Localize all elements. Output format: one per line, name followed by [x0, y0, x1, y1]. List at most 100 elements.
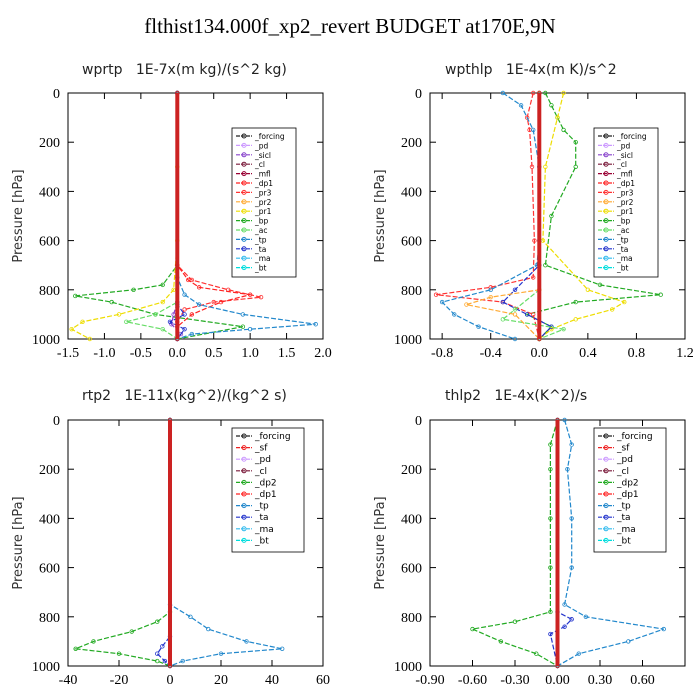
legend-marker [241, 236, 247, 242]
series-point [155, 651, 160, 656]
x-tick-label: 0 [167, 673, 174, 688]
y-tick-label: 1000 [394, 660, 422, 675]
x-tick-label: -20 [110, 673, 129, 688]
x-tick-label: 60 [316, 673, 330, 688]
series-point [573, 299, 578, 305]
series-point [180, 658, 185, 664]
series-line-dp2 [73, 420, 171, 667]
series-point [661, 626, 666, 632]
series-point [247, 326, 253, 332]
chart-panel-3: 0 200 400 600 800 1000-0.90 -0.60 -0.30 0.00 0.30… [373, 414, 686, 688]
legend-marker [241, 171, 247, 177]
y-tick-label: 600 [39, 235, 60, 250]
legend-marker [603, 265, 609, 271]
legend-entry: _mfl [616, 170, 633, 179]
legend-entry: _pr3 [254, 188, 272, 197]
x-tick-label: 0.0 [531, 346, 549, 361]
y-tick-label: 200 [39, 136, 60, 151]
legend-marker [603, 161, 609, 167]
series-point [562, 417, 567, 423]
legend-entry: _cl [616, 160, 627, 169]
legend-entry: _pr2 [616, 198, 634, 207]
legend-marker [603, 189, 609, 195]
series-point [512, 287, 518, 292]
legend-marker [241, 456, 247, 462]
legend-entry: _dp1 [616, 490, 639, 500]
panel-title-wprtp: wprtp 1E-7x(m kg)/(s^2 kg) [82, 62, 287, 78]
legend-marker [241, 537, 247, 543]
series-point [189, 331, 195, 337]
series-point [609, 307, 615, 312]
series-point [167, 417, 173, 423]
x-tick-label: -0.8 [431, 346, 453, 361]
series-point [188, 614, 193, 619]
series-point [155, 619, 160, 624]
legend-entry: _forcing [254, 132, 285, 141]
series-point [565, 467, 570, 472]
legend-marker [603, 133, 609, 139]
series-point [524, 115, 530, 120]
legend-entry: _pd [616, 455, 633, 465]
panel-title-thlp2: thlp2 1E-4x(K^2)/s [445, 388, 588, 404]
series-point [129, 629, 134, 634]
legend-marker [241, 152, 247, 158]
legend-marker [603, 208, 609, 214]
legend-entry: _pd [254, 141, 269, 150]
legend-marker [603, 218, 609, 224]
legend-entry: _cl [254, 467, 267, 477]
series-point [240, 324, 246, 329]
legend-entry: _pr1 [616, 207, 634, 216]
legend-entry: _forcing [616, 432, 653, 442]
series-point [452, 312, 457, 317]
legend-marker [241, 514, 247, 520]
legend-entry: _sf [254, 444, 268, 454]
legend-entry: _ta [616, 513, 631, 523]
y-tick-label: 1000 [32, 333, 60, 348]
y-tick-label: 0 [53, 87, 60, 102]
series-point [531, 90, 536, 96]
series-point [439, 299, 445, 305]
series-point [211, 299, 216, 305]
y-axis-label: Pressure [hPa] [373, 169, 388, 262]
legend-marker [241, 208, 247, 214]
x-tick-label: -1.5 [57, 346, 79, 361]
legend-entry: _dp1 [254, 179, 273, 188]
legend-entry: _pd [254, 455, 271, 465]
legend-entry: _sicl [254, 151, 271, 160]
plot-frame [429, 92, 686, 340]
series-line-tp [557, 419, 664, 667]
legend-marker [241, 265, 247, 271]
x-tick-label: 1.0 [241, 346, 259, 361]
legend-entry: _dp2 [254, 478, 277, 488]
x-tick-label: -0.30 [500, 673, 529, 688]
series-point [240, 312, 246, 317]
y-tick-label: 800 [401, 611, 422, 626]
legend-entry: _ac [254, 226, 267, 235]
legend-entry: _cl [616, 467, 629, 477]
series-point [488, 285, 493, 290]
series-point [569, 617, 574, 622]
series-point [182, 326, 187, 332]
series-point [470, 626, 475, 632]
legend-marker [603, 433, 609, 439]
legend-entry: _forcing [254, 432, 291, 442]
legend-entry: _tp [254, 235, 267, 244]
legend-entry: _dp1 [616, 179, 635, 188]
series-point [569, 565, 574, 570]
chart-panel-1: 0 200 400 600 800 1000 -0.8 -0.4 0.0 0.4 0.8 1.2 Pre… [373, 87, 694, 361]
series-point [626, 639, 631, 644]
series-point [247, 292, 253, 297]
legend-marker [603, 227, 609, 233]
series-point [73, 293, 78, 299]
series-point [531, 127, 536, 133]
series-point [313, 322, 318, 327]
series-point [534, 651, 539, 656]
plot-frame [67, 419, 324, 667]
legend-marker [603, 171, 609, 177]
series-line-pr3 [176, 93, 262, 339]
series-point [555, 417, 560, 423]
figure-title: flthist134.000f_xp2_revert BUDGET at170E… [144, 14, 556, 38]
series-point [512, 307, 518, 312]
legend-entry: _sf [616, 444, 630, 454]
